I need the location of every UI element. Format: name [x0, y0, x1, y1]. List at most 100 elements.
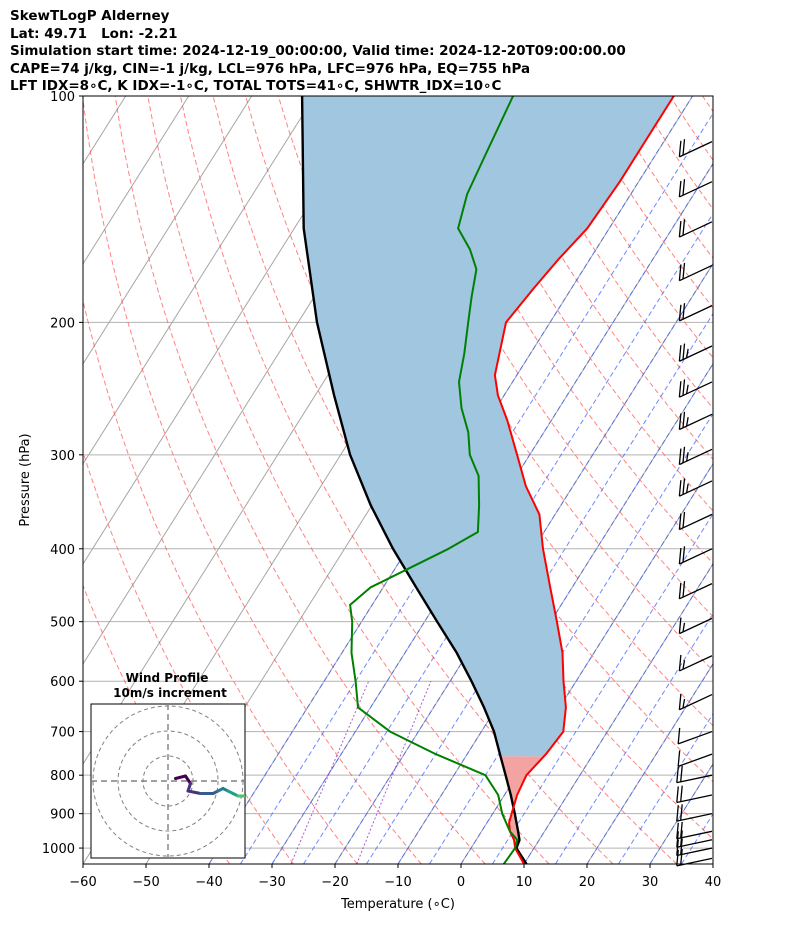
- wind-barb-flag: [678, 547, 682, 565]
- x-tick-label: −50: [132, 875, 159, 890]
- moist-adiabat: [240, 112, 713, 864]
- isotherm-line: [83, 96, 190, 265]
- dry-adiabat: [768, 96, 794, 864]
- x-tick-label: 10: [516, 875, 533, 890]
- wind-barb-staff: [676, 847, 713, 857]
- wind-barb: [676, 848, 713, 867]
- y-tick-label: 900: [50, 808, 75, 823]
- wind-barb: [678, 303, 713, 322]
- wind-barb-flag: [676, 849, 679, 866]
- isotherm-line: [649, 763, 713, 864]
- wind-barb: [678, 343, 713, 362]
- wind-barb: [678, 581, 713, 600]
- moist-adiabat: [649, 762, 713, 864]
- moist-adiabat: [334, 262, 713, 864]
- hodograph-trace: [184, 774, 192, 785]
- wind-barb: [678, 478, 713, 497]
- dry-adiabat: [83, 584, 231, 864]
- x-tick-label: 0: [457, 875, 465, 890]
- wind-barb-flag: [682, 179, 686, 196]
- wind-barb-flag: [677, 727, 681, 744]
- hodograph-trace: [174, 774, 187, 780]
- dry-adiabat: [636, 96, 713, 210]
- wind-barb-flag: [682, 622, 686, 633]
- wind-barb-staff: [679, 693, 713, 711]
- wind-barb-flag: [680, 821, 683, 839]
- wind-barb-flag: [682, 478, 686, 495]
- wind-barb: [678, 179, 713, 198]
- wind-barb-flag: [678, 345, 682, 362]
- wind-barb: [677, 750, 713, 768]
- wind-barb-staff: [679, 548, 713, 565]
- wind-barb-staff: [676, 774, 713, 784]
- wind-barb-flag: [678, 140, 682, 157]
- dry-adiabat: [179, 96, 614, 864]
- wind-barb-flag: [685, 483, 689, 493]
- wind-barb-flag: [685, 452, 689, 462]
- wind-barb: [678, 139, 713, 158]
- wind-barb: [678, 546, 713, 565]
- wind-barb-flag: [682, 303, 686, 320]
- hodograph-title: Wind Profile: [126, 671, 209, 685]
- wind-barb-staff: [679, 305, 713, 322]
- wind-barb-flag: [678, 413, 682, 430]
- isotherm-line: [712, 863, 713, 864]
- isotherm-line: [83, 96, 379, 565]
- wind-barbs: [676, 139, 713, 867]
- wind-barb-flag: [680, 765, 683, 782]
- wind-barb: [678, 446, 713, 466]
- wind-barb-flag: [685, 417, 689, 427]
- wind-barb-flag: [678, 617, 682, 634]
- wind-barb-staff: [676, 830, 713, 840]
- mixing-ratio-line: [290, 680, 370, 864]
- wind-barb-flag: [685, 348, 689, 358]
- wind-barb-flag: [682, 262, 686, 280]
- dry-adiabat: [147, 96, 550, 864]
- wind-barb-flag: [680, 804, 683, 821]
- y-tick-label: 500: [50, 616, 75, 631]
- y-tick-label: 600: [50, 675, 75, 690]
- wind-barb: [678, 511, 713, 531]
- wind-barb-flag: [678, 513, 682, 530]
- wind-barb: [678, 262, 713, 282]
- wind-barb-flag: [678, 264, 682, 281]
- isotherm-line: [586, 662, 713, 864]
- dry-adiabat: [735, 96, 794, 864]
- wind-barb-staff: [679, 655, 713, 672]
- x-tick-label: 30: [642, 875, 659, 890]
- y-tick-label: 400: [50, 543, 75, 558]
- wind-barb-flag: [680, 848, 683, 866]
- wind-barb-staff: [676, 839, 713, 848]
- wind-barb-flag: [682, 411, 686, 428]
- wind-barb-flag: [682, 698, 686, 709]
- y-tick-label: 1000: [42, 842, 75, 857]
- y-axis-label: Pressure (hPa): [18, 433, 33, 526]
- wind-barb-flag: [682, 660, 686, 670]
- dewpoint-profile-line: [349, 96, 519, 864]
- wind-barb-flag: [676, 822, 679, 839]
- wind-barb-staff: [679, 141, 713, 158]
- wind-barb-staff: [676, 813, 713, 822]
- moist-adiabat: [523, 562, 713, 864]
- chart-title: SkewTLogP Alderney: [10, 8, 170, 24]
- y-axis: 1000 900 800 700 600 500 400 300 200 100: [42, 90, 83, 857]
- dry-adiabat: [604, 96, 713, 259]
- hodograph-trace: [186, 789, 202, 795]
- hodograph-trace: [258, 791, 263, 794]
- isotherm-line: [523, 562, 713, 864]
- wind-barb-flag: [677, 750, 681, 767]
- wind-barb-staff: [679, 221, 713, 238]
- hodograph-ring: [117, 730, 219, 832]
- x-tick-label: 40: [705, 875, 722, 890]
- wind-barb-staff: [676, 857, 713, 867]
- wind-barb: [678, 379, 713, 398]
- x-axis: −60 −50 −40 −30 −20 −10 0 10 20 30 40: [69, 864, 721, 890]
- chart-header: SkewTLogP Alderney Lat: 49.71 Lon: -2.21…: [10, 8, 626, 96]
- wind-barb-staff: [679, 583, 713, 600]
- y-tick-label: 800: [50, 769, 75, 784]
- wind-barb-flag: [676, 786, 679, 803]
- wind-barb: [676, 821, 713, 840]
- moist-adiabat: [618, 713, 713, 864]
- parcel-profile-line: [300, 96, 528, 864]
- x-tick-label: −10: [384, 875, 411, 890]
